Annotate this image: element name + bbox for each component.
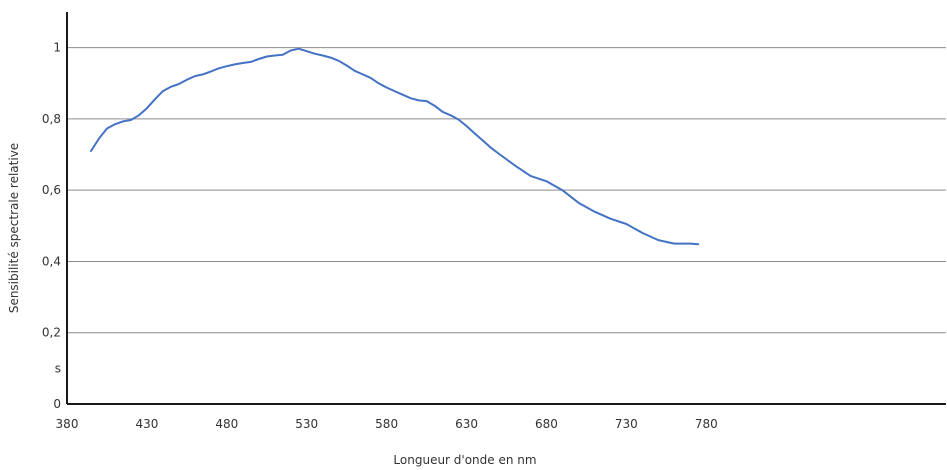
- x-tick-label-8: 780: [695, 417, 718, 431]
- x-tick-label-6: 680: [535, 417, 558, 431]
- axes: [66, 12, 946, 405]
- y-tick-label-1: s: [55, 361, 61, 375]
- x-tick-label-0: 380: [56, 417, 79, 431]
- grid-lines: [67, 47, 946, 334]
- x-tick-label-7: 730: [615, 417, 638, 431]
- y-tick-label-2: 0,2: [42, 326, 61, 340]
- x-tick-label-5: 630: [455, 417, 478, 431]
- y-tick-labels: 0 s 0,2 0,4 0,6 0,8 1: [42, 41, 61, 411]
- y-axis-title: Sensibilité spectrale relative: [7, 143, 21, 313]
- y-tick-label-3: 0,4: [42, 254, 61, 268]
- y-tick-label-6: 1: [53, 41, 61, 55]
- series: [90, 47, 700, 246]
- y-tick-label-5: 0,8: [42, 112, 61, 126]
- series-line-0: [90, 47, 700, 246]
- x-tick-label-1: 430: [135, 417, 158, 431]
- x-tick-label-3: 530: [295, 417, 318, 431]
- x-tick-label-4: 580: [375, 417, 398, 431]
- x-axis-title: Longueur d'onde en nm: [393, 453, 536, 467]
- y-tick-label-0: 0: [53, 397, 61, 411]
- y-tick-label-4: 0,6: [42, 183, 61, 197]
- x-tick-labels: 380 430 480 530 580 630 680 730 780: [56, 417, 718, 431]
- x-tick-label-2: 480: [215, 417, 238, 431]
